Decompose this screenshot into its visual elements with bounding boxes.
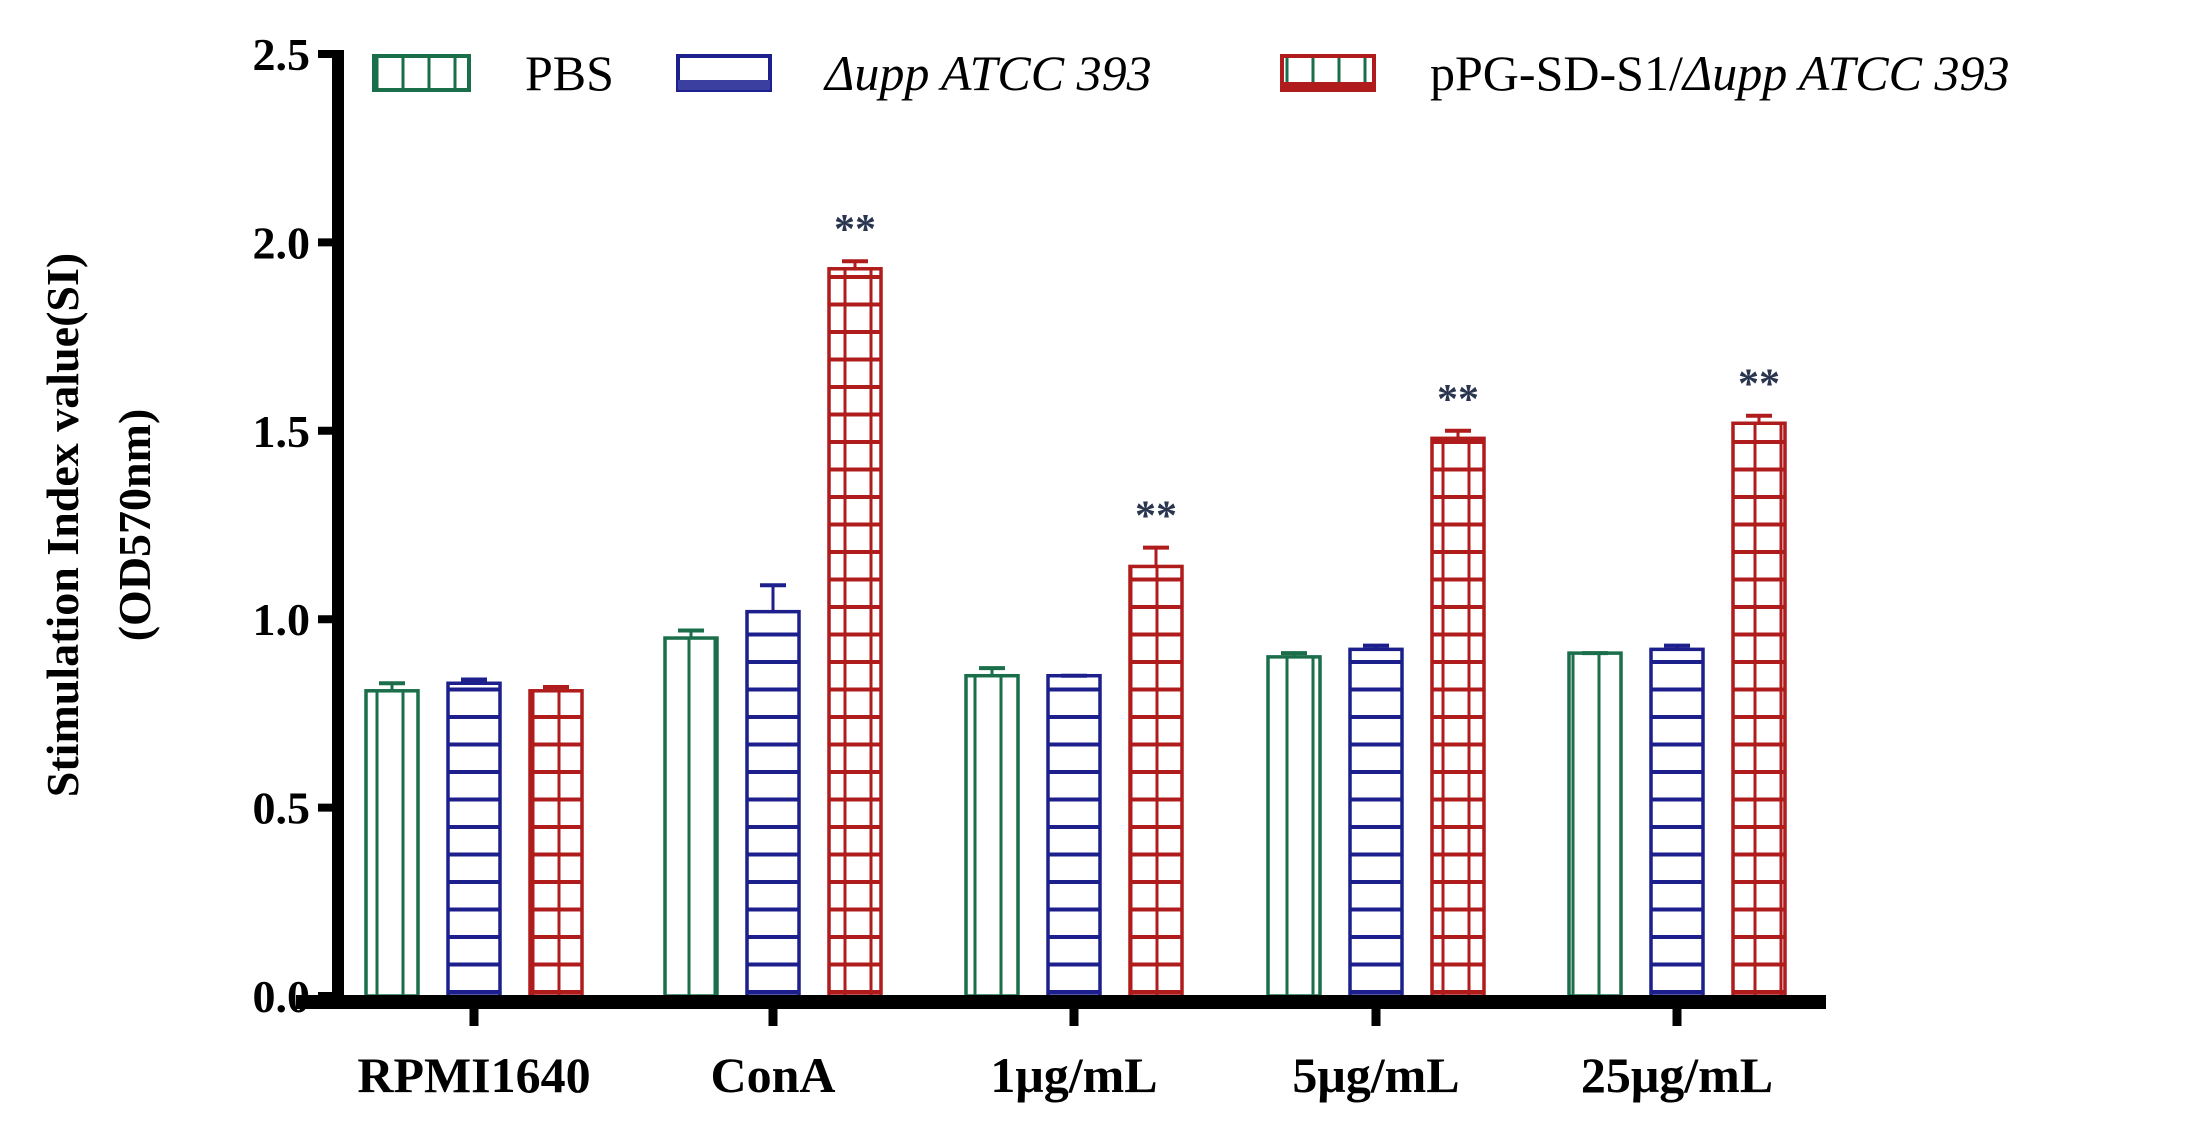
y-ticks: 0.00.51.01.52.02.5	[253, 29, 338, 1022]
legend-swatch-pbs	[372, 54, 471, 92]
x-tick-label: 1μg/mL	[990, 1047, 1157, 1103]
bar	[964, 673, 1020, 998]
bar	[663, 636, 719, 998]
legend-swatch-dupp-fill	[678, 80, 770, 90]
y-tick-label: 0.5	[253, 783, 311, 834]
legend-label-dupp: Δupp ATCC 393	[823, 45, 1152, 101]
legend: PBS Δupp ATCC 393 pPG-SD-S1/Δupp ATCC 39…	[372, 45, 2009, 101]
bar	[1046, 673, 1102, 998]
y-axis-label-line1: Stimulation Index value(SI)	[37, 253, 88, 797]
bar	[827, 267, 883, 998]
y-axis-label: Stimulation Index value(SI) (OD570nm)	[37, 253, 160, 797]
bar	[1649, 647, 1705, 998]
bar	[745, 609, 801, 998]
bar	[446, 681, 502, 998]
significance-label: **	[1135, 494, 1177, 540]
bar	[1128, 564, 1184, 998]
x-tick-label: 25μg/mL	[1581, 1047, 1773, 1103]
bar	[1348, 647, 1404, 998]
legend-label-pbs: PBS	[525, 45, 614, 101]
y-tick-label: 1.5	[253, 406, 311, 457]
axes	[296, 50, 1826, 1009]
y-tick-label: 2.0	[253, 217, 311, 268]
x-ticks: RPMI1640 ConA 1μg/mL 5μg/mL 25μg/mL	[357, 996, 1773, 1103]
bar	[1266, 655, 1322, 998]
x-tick-label: ConA	[710, 1047, 835, 1103]
y-tick-label: 2.5	[253, 29, 311, 80]
bars: ** ** ** **	[364, 207, 1787, 998]
bar	[1731, 421, 1787, 998]
legend-label-ppg: pPG-SD-S1/Δupp ATCC 393	[1430, 45, 2009, 101]
significance-label: **	[1738, 362, 1780, 408]
bar	[1567, 651, 1623, 998]
bar	[364, 689, 420, 998]
significance-label: **	[834, 207, 876, 253]
y-tick-label: 1.0	[253, 594, 311, 645]
bar	[528, 689, 584, 998]
legend-label-ppg-italic: Δupp ATCC 393	[1681, 45, 2010, 101]
y-axis-label-line2: (OD570nm)	[109, 409, 160, 642]
legend-swatch-ppg-base	[1282, 82, 1374, 90]
legend-label-ppg-plain: pPG-SD-S1/	[1430, 45, 1683, 101]
x-tick-label: RPMI1640	[357, 1047, 590, 1103]
bar	[1430, 436, 1486, 998]
significance-label: **	[1437, 377, 1479, 423]
x-tick-label: 5μg/mL	[1292, 1047, 1459, 1103]
